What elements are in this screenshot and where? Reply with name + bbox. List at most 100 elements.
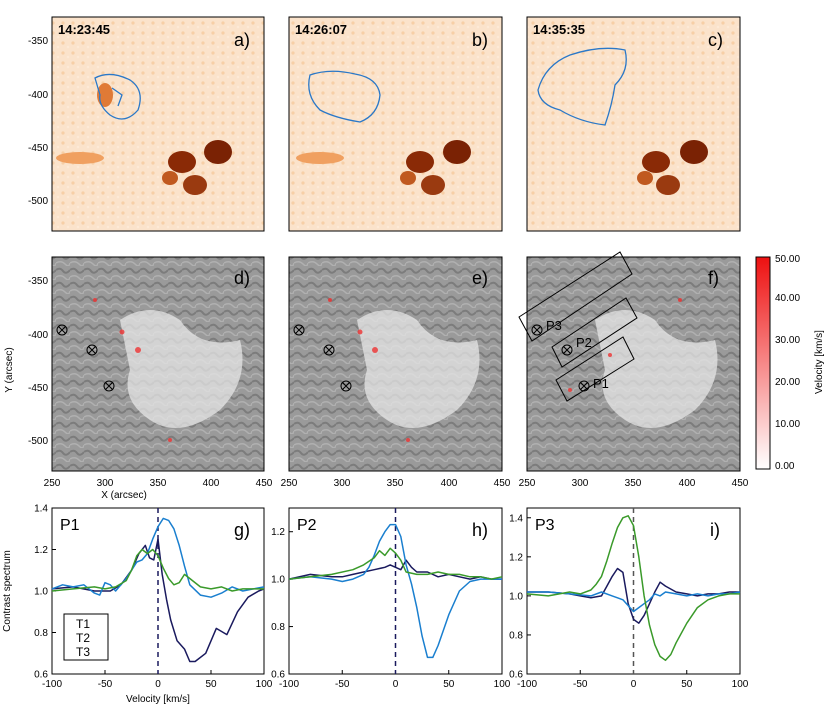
- marker-P3: [56, 324, 68, 336]
- x-tick-label: 100: [732, 679, 749, 690]
- panel-label-f: f): [708, 268, 719, 288]
- colorbar-tick: 40.00: [775, 293, 800, 304]
- x-tick-label: 50: [205, 679, 217, 690]
- x-tick-label: 0: [631, 679, 637, 690]
- y-tick: -500: [28, 196, 48, 207]
- legend-item-T1: T1: [76, 617, 90, 631]
- x-tick-label: 0: [155, 679, 161, 690]
- contour-a: [94, 73, 141, 120]
- y-tick-label: 1.4: [34, 504, 48, 515]
- marker-P2: [561, 344, 573, 356]
- x-tick: 350: [150, 478, 167, 489]
- x-tick: 400: [441, 478, 458, 489]
- timestamp-b: 14:26:07: [295, 22, 347, 37]
- sunspot-group: [56, 83, 232, 195]
- point-label-P2: P2: [576, 335, 592, 350]
- panel-a-image: [51, 16, 265, 232]
- x-tick-label: 0: [393, 679, 399, 690]
- y-tick-label: 0.8: [34, 628, 48, 639]
- slit-boxes: [518, 251, 638, 402]
- sunspot-group: [296, 140, 471, 195]
- plot-title: P3: [535, 517, 555, 534]
- marker-P2: [86, 344, 98, 356]
- y-tick-label: 0.6: [509, 670, 523, 681]
- marker-P1: [578, 380, 590, 392]
- legend-box: [63, 613, 109, 661]
- series-line-T3: [288, 547, 503, 580]
- x-tick: 450: [256, 478, 273, 489]
- series-line-T2: [51, 517, 265, 598]
- marker-P3: [531, 324, 543, 336]
- marker-P2: [323, 344, 335, 356]
- x-tick: 350: [387, 478, 404, 489]
- x-tick: 300: [334, 478, 351, 489]
- y-axis-label: Contrast spectrum: [2, 550, 13, 632]
- panel-label-a: a): [234, 30, 250, 50]
- series-line-T2: [527, 591, 741, 613]
- series-line-T3: [526, 515, 740, 662]
- x-tick-label: -100: [279, 679, 299, 690]
- panel-label: i): [710, 520, 720, 540]
- x-tick: 450: [732, 478, 749, 489]
- panel-label: h): [472, 520, 488, 540]
- panel-d: d): [51, 256, 265, 472]
- x-tick: 300: [97, 478, 114, 489]
- colorbar-tick: 0.00: [775, 461, 795, 472]
- x-tick: 250: [44, 478, 61, 489]
- colorbar: 0.00 10.00 20.00 30.00 40.00 50.00 Veloc…: [755, 254, 825, 472]
- bright-network: [120, 310, 243, 428]
- velocity-patches: [328, 298, 410, 442]
- bright-network: [595, 310, 718, 428]
- x-tick-label: 50: [443, 679, 455, 690]
- colorbar-gradient: [755, 256, 771, 470]
- x-tick-label: 50: [681, 679, 693, 690]
- image-x-ticks-f: 250 300 350 400 450: [519, 478, 749, 489]
- marker-P1: [103, 380, 115, 392]
- panel-c-image: [526, 16, 741, 232]
- y-tick: -500: [28, 436, 48, 447]
- point-label-P3: P3: [546, 318, 562, 333]
- image-x-ticks-e: 250 300 350 400 450: [281, 478, 511, 489]
- y-tick-label: 1.0: [271, 575, 285, 586]
- point-label-P1: P1: [593, 376, 609, 391]
- bright-network: [357, 310, 480, 428]
- y-tick-label: 1.4: [509, 513, 523, 524]
- colorbar-tick: 20.00: [775, 377, 800, 388]
- y-tick-label: 0.8: [509, 630, 523, 641]
- panel-b: 14:26:07 b): [288, 16, 503, 232]
- contour-b: [308, 70, 381, 123]
- x-tick-label: -50: [335, 679, 350, 690]
- velocity-patches: [568, 298, 682, 392]
- colorbar-tick: 50.00: [775, 254, 800, 265]
- panel-c: 14:35:35 c): [526, 16, 741, 232]
- y-tick-label: 0.6: [34, 670, 48, 681]
- legend-item-T2: T2: [76, 631, 90, 645]
- x-axis-label: Velocity [km/s]: [126, 694, 190, 705]
- series-line-T1: [527, 567, 740, 624]
- image-y-ticks-top: -350 -400 -450 -500: [28, 36, 48, 207]
- panel-e: e): [288, 256, 503, 472]
- timestamp-c: 14:35:35: [533, 22, 585, 37]
- timestamp-a: 14:23:45: [58, 22, 110, 37]
- x-tick: 300: [572, 478, 589, 489]
- image-y-ticks-mid: -350 -400 -450 -500: [28, 276, 48, 447]
- y-tick: -350: [28, 36, 48, 47]
- series-line-T2: [288, 523, 502, 659]
- line-chart-h: -100 -50 0 50 100 0.6 0.8 1.0 1.2 P2 h): [271, 507, 511, 690]
- y-tick-label: 1.2: [271, 527, 285, 538]
- colorbar-tick: 10.00: [775, 419, 800, 430]
- colorbar-label: Velocity [km/s]: [814, 330, 825, 394]
- panel-label: g): [234, 520, 250, 540]
- y-tick-label: 0.8: [271, 622, 285, 633]
- velocity-patches: [93, 298, 172, 442]
- x-tick: 250: [519, 478, 536, 489]
- plot-title: P1: [60, 517, 80, 534]
- y-tick-label: 1.2: [34, 545, 48, 556]
- panel-label-c: c): [708, 30, 723, 50]
- x-tick: 400: [679, 478, 696, 489]
- panel-f: P3 P2 P1 f): [518, 251, 741, 472]
- x-tick-label: -100: [517, 679, 537, 690]
- y-tick: -450: [28, 143, 48, 154]
- x-tick-label: -100: [42, 679, 62, 690]
